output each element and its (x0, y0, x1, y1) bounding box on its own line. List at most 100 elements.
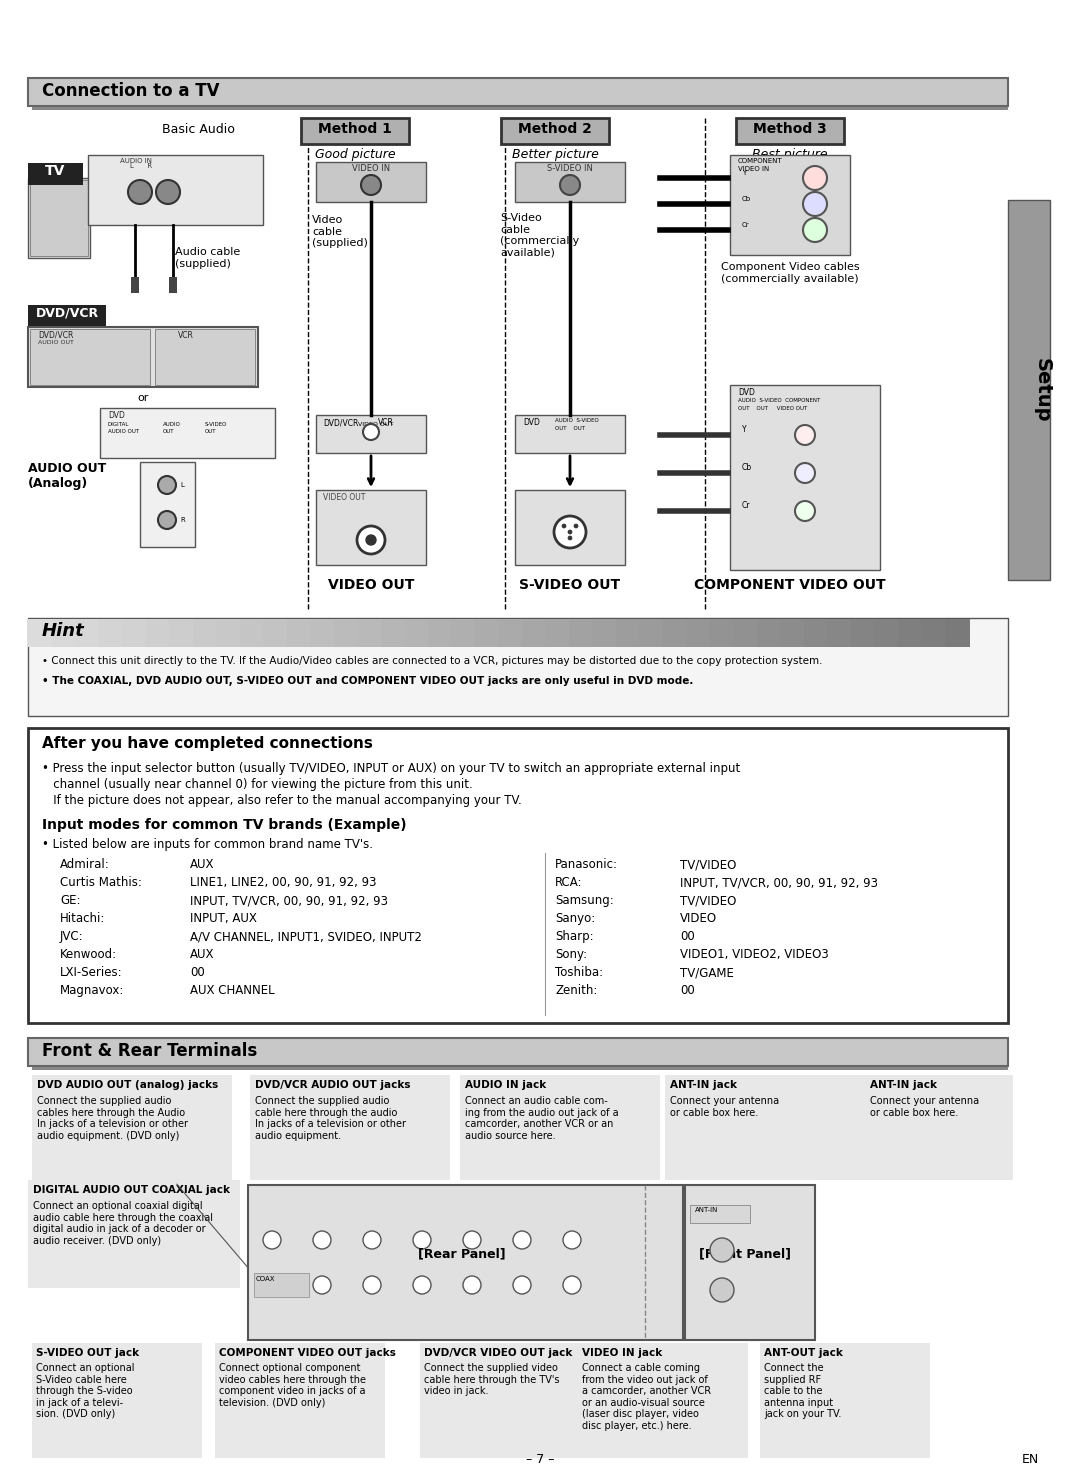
Text: AUDIO OUT: AUDIO OUT (38, 340, 73, 346)
Bar (420, 1343, 590, 1458)
Bar (639, 619, 664, 647)
Bar (851, 619, 876, 647)
Bar (357, 619, 382, 647)
Circle shape (366, 535, 376, 545)
Text: After you have completed connections: After you have completed connections (42, 736, 373, 750)
Bar (28, 304, 106, 326)
Text: DVD AUDIO OUT (analog) jacks: DVD AUDIO OUT (analog) jacks (37, 1080, 218, 1090)
Text: VIDEO IN: VIDEO IN (352, 164, 390, 173)
Bar (804, 619, 829, 647)
Text: Sanyo:: Sanyo: (555, 911, 595, 925)
Bar (131, 278, 139, 292)
Text: Video
cable
(supplied): Video cable (supplied) (312, 216, 368, 248)
Bar (168, 278, 177, 292)
Bar (730, 155, 850, 256)
Text: Connect an optional
S-Video cable here
through the S-video
in jack of a televi-
: Connect an optional S-Video cable here t… (36, 1363, 135, 1419)
Text: Method 2: Method 2 (518, 123, 592, 136)
Text: COMPONENT: COMPONENT (738, 158, 783, 164)
Bar (710, 619, 735, 647)
Circle shape (573, 524, 578, 527)
Text: AUDIO OUT: AUDIO OUT (28, 462, 106, 476)
Bar (662, 619, 688, 647)
Text: Best picture: Best picture (752, 148, 827, 161)
Text: VIDEO OUT: VIDEO OUT (323, 493, 365, 502)
Circle shape (413, 1276, 431, 1294)
Circle shape (158, 476, 176, 493)
Bar (460, 1075, 660, 1180)
Bar (75, 619, 100, 647)
Text: VIDEO IN jack: VIDEO IN jack (582, 1349, 662, 1357)
Bar (28, 617, 1008, 716)
Text: TV: TV (44, 164, 65, 179)
Text: TV/GAME: TV/GAME (680, 966, 734, 979)
Bar (760, 1343, 930, 1458)
Circle shape (513, 1276, 531, 1294)
Text: COMPONENT VIDEO OUT jacks: COMPONENT VIDEO OUT jacks (219, 1349, 396, 1357)
Circle shape (562, 524, 566, 527)
Text: Audio cable
(supplied): Audio cable (supplied) (175, 247, 240, 269)
Bar (334, 619, 359, 647)
Bar (28, 1180, 240, 1288)
Bar (216, 619, 242, 647)
Text: AUX: AUX (190, 858, 215, 871)
Text: S-VIDEO: S-VIDEO (205, 422, 228, 427)
Bar (32, 1066, 1008, 1069)
Text: DVD/VCR VIDEO OUT jack: DVD/VCR VIDEO OUT jack (424, 1349, 572, 1357)
Bar (404, 619, 430, 647)
Text: channel (usually near channel 0) for viewing the picture from this unit.: channel (usually near channel 0) for vie… (42, 778, 473, 792)
Text: Component Video cables
(commercially available): Component Video cables (commercially ava… (720, 261, 860, 284)
Text: VCR: VCR (178, 331, 194, 340)
Text: • Listed below are inputs for common brand name TV's.: • Listed below are inputs for common bra… (42, 837, 373, 851)
Text: S-Video
cable
(commercially
available): S-Video cable (commercially available) (500, 213, 580, 258)
Text: Cr: Cr (742, 222, 750, 227)
Text: Curtis Mathis:: Curtis Mathis: (60, 876, 141, 889)
Text: VCR: VCR (378, 418, 394, 427)
Text: COAX: COAX (256, 1276, 275, 1282)
Text: DVD: DVD (738, 388, 755, 397)
Text: Zenith:: Zenith: (555, 984, 597, 997)
Text: ANT-IN: ANT-IN (696, 1207, 718, 1213)
Text: Connect an optional coaxial digital
audio cable here through the coaxial
digital: Connect an optional coaxial digital audi… (33, 1201, 213, 1245)
Text: L      R: L R (130, 162, 152, 168)
Text: LINE1, LINE2, 00, 90, 91, 92, 93: LINE1, LINE2, 00, 90, 91, 92, 93 (190, 876, 377, 889)
Text: Connect your antenna
or cable box here.: Connect your antenna or cable box here. (670, 1096, 779, 1118)
Bar (301, 118, 409, 143)
Bar (28, 1038, 1008, 1066)
Text: (Analog): (Analog) (28, 477, 89, 490)
Text: AUDIO: AUDIO (163, 422, 180, 427)
Text: S-VIDEO IN: S-VIDEO IN (548, 164, 593, 173)
Bar (87, 155, 264, 225)
Circle shape (357, 526, 384, 554)
Bar (685, 1185, 815, 1340)
Bar (286, 619, 312, 647)
Circle shape (554, 515, 586, 548)
Bar (248, 1185, 683, 1340)
Text: VIDEO IN: VIDEO IN (738, 165, 769, 171)
Circle shape (710, 1278, 734, 1303)
Bar (428, 619, 453, 647)
Circle shape (313, 1230, 330, 1250)
Text: COMPONENT VIDEO OUT: COMPONENT VIDEO OUT (694, 578, 886, 592)
Bar (316, 162, 426, 202)
Text: AUX CHANNEL: AUX CHANNEL (190, 984, 274, 997)
Circle shape (804, 165, 827, 191)
Text: DIGITAL: DIGITAL (108, 422, 130, 427)
Bar (28, 619, 54, 647)
Circle shape (361, 174, 381, 195)
Text: • Connect this unit directly to the TV. If the Audio/Video cables are connected : • Connect this unit directly to the TV. … (42, 656, 823, 666)
Text: Method 1: Method 1 (319, 123, 392, 136)
Bar (240, 619, 265, 647)
Circle shape (563, 1276, 581, 1294)
Text: Hint: Hint (42, 622, 84, 640)
Bar (827, 619, 852, 647)
Bar (28, 326, 258, 387)
Text: Connect the
supplied RF
cable to the
antenna input
jack on your TV.: Connect the supplied RF cable to the ant… (764, 1363, 841, 1419)
Text: Front & Rear Terminals: Front & Rear Terminals (42, 1041, 257, 1060)
Circle shape (804, 192, 827, 216)
Bar (52, 619, 77, 647)
Bar (730, 385, 880, 570)
Text: Connect the supplied video
cable here through the TV's
video in jack.: Connect the supplied video cable here th… (424, 1363, 559, 1396)
Text: – 7 –: – 7 – (526, 1453, 554, 1467)
Circle shape (804, 219, 827, 242)
Bar (686, 619, 712, 647)
